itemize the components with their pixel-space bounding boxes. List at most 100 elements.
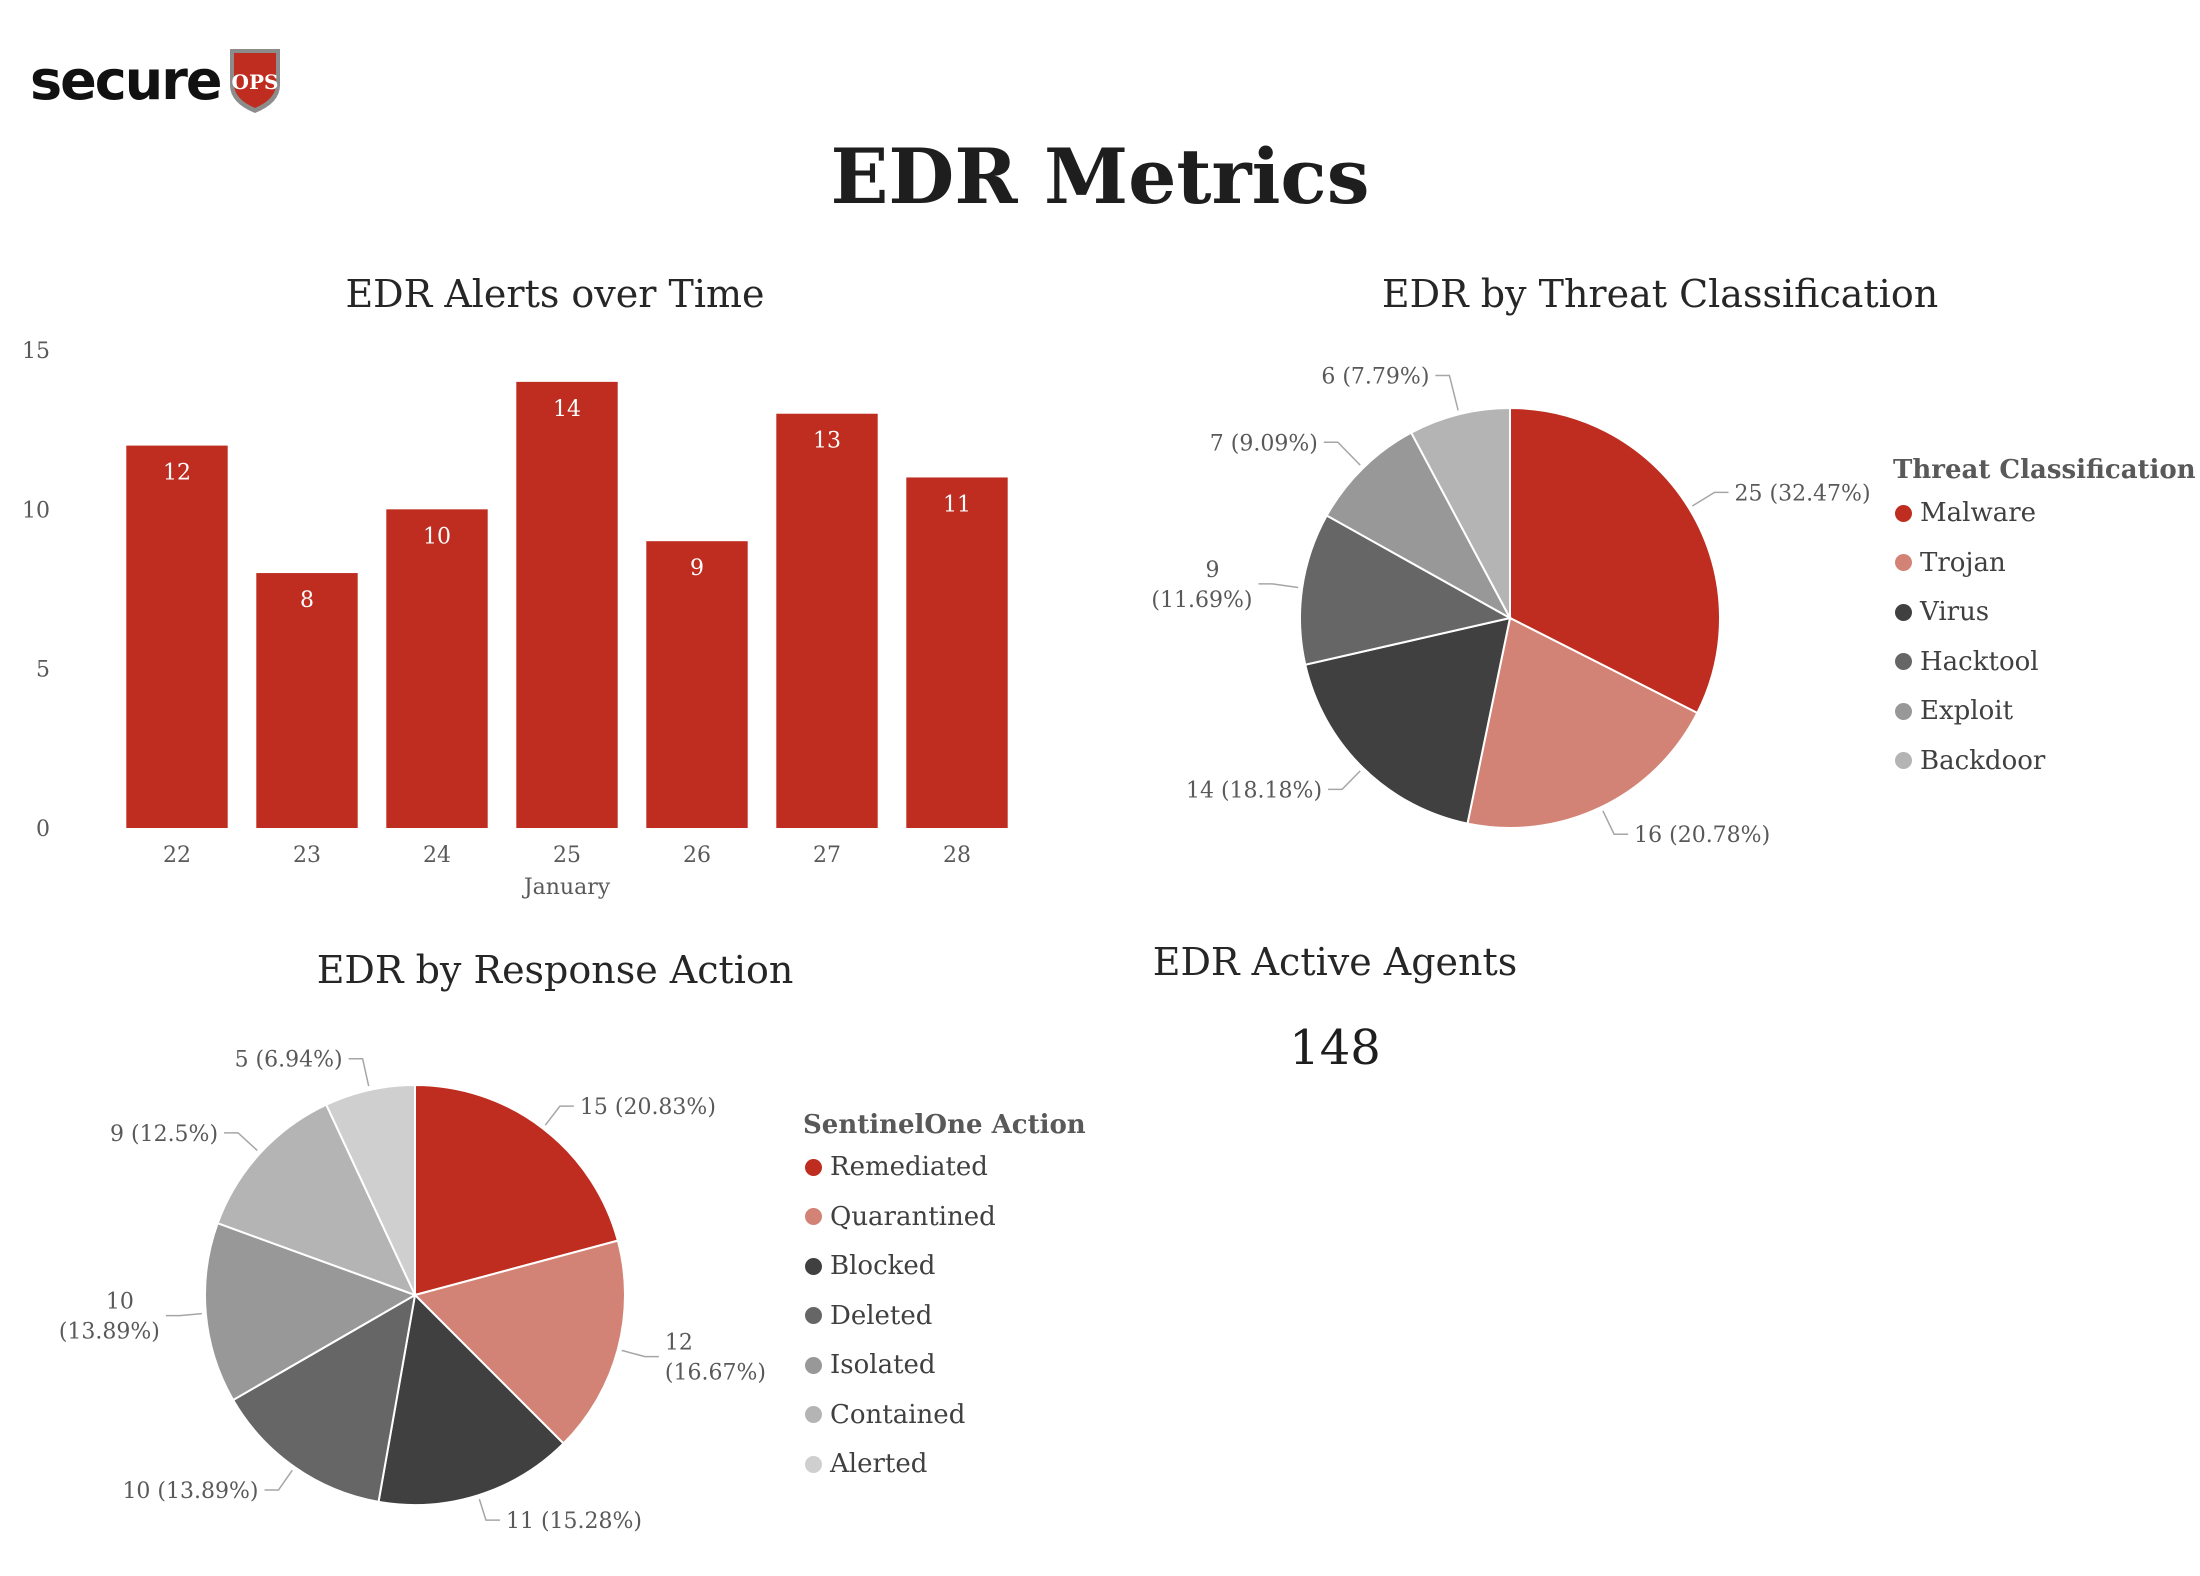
bar-25 xyxy=(516,381,618,828)
legend-item-exploit: Exploit xyxy=(1895,696,2013,726)
pie-data-label: 12 xyxy=(665,1331,693,1356)
legend-swatch xyxy=(805,1356,822,1374)
bar-24 xyxy=(386,509,488,828)
leader-line xyxy=(1328,770,1361,791)
bar-data-label: 13 xyxy=(813,429,841,454)
leader-line xyxy=(165,1312,202,1317)
legend-item-alerted: Alerted xyxy=(805,1449,927,1479)
legend-swatch xyxy=(1895,752,1912,769)
leader-line xyxy=(544,1105,574,1126)
legend-item-trojan: Trojan xyxy=(1895,548,2006,578)
legend-swatch xyxy=(1895,554,1912,571)
pie-data-label: 25 (32.47%) xyxy=(1735,481,1871,506)
secureops-logo: secure OPS xyxy=(30,40,286,120)
legend-item-quarantined: Quarantined xyxy=(805,1202,996,1232)
bar-23 xyxy=(256,573,358,828)
legend-label: Virus xyxy=(1920,597,1990,627)
bar-data-label: 10 xyxy=(423,524,451,549)
pie-data-label: 5 (6.94%) xyxy=(235,1048,343,1073)
pie-data-label: 15 (20.83%) xyxy=(580,1095,716,1120)
response-action-pie: 15 (20.83%) 12 (16.67%) 11 (15.28%) 10 (13.8… xyxy=(59,1048,766,1534)
legend-label: Backdoor xyxy=(1920,745,2046,776)
leader-line xyxy=(1435,374,1459,411)
pie-data-label: 14 (18.18%) xyxy=(1186,778,1322,803)
bar-data-label: 12 xyxy=(163,461,191,486)
pie-slice-backdoor xyxy=(1409,406,1511,619)
bar-data-label: 14 xyxy=(553,397,581,422)
legend-label: Malware xyxy=(1920,498,2037,528)
legend-swatch xyxy=(805,1307,822,1324)
legend-label: Alerted xyxy=(830,1449,928,1479)
legend-swatch xyxy=(1895,653,1912,670)
legend-label: Remediated xyxy=(830,1152,988,1182)
threat-pie-title: EDR by Threat Classification xyxy=(1381,272,1939,316)
legend-swatch xyxy=(805,1455,822,1473)
pie-data-label: (11.69%) xyxy=(1151,588,1252,613)
pie-slice-virus xyxy=(1304,616,1512,825)
pie-slice-contained xyxy=(216,1103,417,1297)
bar-27 xyxy=(776,413,878,828)
legend-swatch xyxy=(805,1406,822,1423)
pie-data-label: 9 xyxy=(1205,558,1219,583)
bar-chart-title: EDR Alerts over Time xyxy=(345,272,765,316)
legend-item-deleted: Deleted xyxy=(805,1301,932,1331)
legend-label: Deleted xyxy=(830,1300,933,1331)
pie-data-label: 9 (12.5%) xyxy=(110,1122,218,1147)
bar-26 xyxy=(646,541,748,828)
legend-swatch xyxy=(1895,504,1912,522)
leader-line xyxy=(348,1057,370,1087)
leader-line xyxy=(1258,583,1299,589)
x-tick-label: 24 xyxy=(423,843,451,868)
pie-slice-trojan xyxy=(1466,616,1699,829)
pie-slice-remediated xyxy=(414,1083,620,1297)
x-tick-label: 23 xyxy=(293,843,321,868)
legend-swatch xyxy=(805,1208,822,1225)
shield-badge-icon: OPS xyxy=(230,49,281,113)
leader-line xyxy=(621,1349,659,1358)
pie-data-label: 16 (20.78%) xyxy=(1634,823,1770,848)
legend-label: Quarantined xyxy=(830,1201,996,1232)
pie-data-label: 11 (15.28%) xyxy=(506,1509,642,1534)
pie-slice-hacktool xyxy=(1299,514,1513,666)
pie-slice-blocked xyxy=(377,1292,565,1506)
pie-data-label: 10 xyxy=(106,1290,134,1315)
logo-wordmark: secure xyxy=(30,48,222,112)
x-tick-label: 25 xyxy=(553,843,581,868)
legend-swatch xyxy=(805,1257,822,1275)
pie-slice-isolated xyxy=(204,1221,418,1402)
legend-swatch xyxy=(805,1158,822,1176)
legend-label: Hacktool xyxy=(1920,646,2039,677)
legend-item-backdoor: Backdoor xyxy=(1895,746,2045,776)
pie-data-label: 7 (9.09%) xyxy=(1210,431,1318,456)
pie-data-label: 6 (7.79%) xyxy=(1321,364,1429,389)
legend-item-hacktool: Hacktool xyxy=(1895,647,2039,677)
legend-item-remediated: Remediated xyxy=(805,1152,988,1182)
pie-slice-alerted xyxy=(324,1083,416,1296)
pie-data-label: (16.67%) xyxy=(665,1361,766,1386)
leader-line xyxy=(264,1469,293,1491)
legend-label: Exploit xyxy=(1920,696,2014,726)
response-pie-title: EDR by Response Action xyxy=(316,948,794,992)
leader-line xyxy=(1602,810,1629,835)
bar-data-label: 8 xyxy=(300,588,314,613)
threat-legend-title: Threat Classification xyxy=(1893,455,2196,485)
y-tick-label: 0 xyxy=(36,817,50,842)
x-axis-label: January xyxy=(522,875,611,900)
legend-label: Blocked xyxy=(830,1251,936,1281)
leader-line xyxy=(1691,491,1729,507)
legend-swatch xyxy=(1895,702,1912,720)
x-tick-label: 28 xyxy=(943,843,971,868)
bar-data-label: 9 xyxy=(690,556,704,581)
pie-slice-deleted xyxy=(231,1293,417,1503)
pie-slice-exploit xyxy=(1325,431,1513,621)
bar-22 xyxy=(126,445,228,828)
pie-slice-malware xyxy=(1509,406,1721,715)
legend-item-virus: Virus xyxy=(1895,597,1989,627)
leader-line xyxy=(478,1498,500,1521)
threat-classification-pie: 25 (32.47%) 16 (20.78%) 14 (18.18%) 9 (11.69… xyxy=(1151,364,1871,848)
leader-line xyxy=(224,1132,258,1151)
response-legend-title: SentinelOne Action xyxy=(803,1110,1086,1140)
pie-data-label: (13.89%) xyxy=(59,1320,160,1345)
legend-item-isolated: Isolated xyxy=(805,1350,936,1380)
legend-item-blocked: Blocked xyxy=(805,1251,935,1281)
